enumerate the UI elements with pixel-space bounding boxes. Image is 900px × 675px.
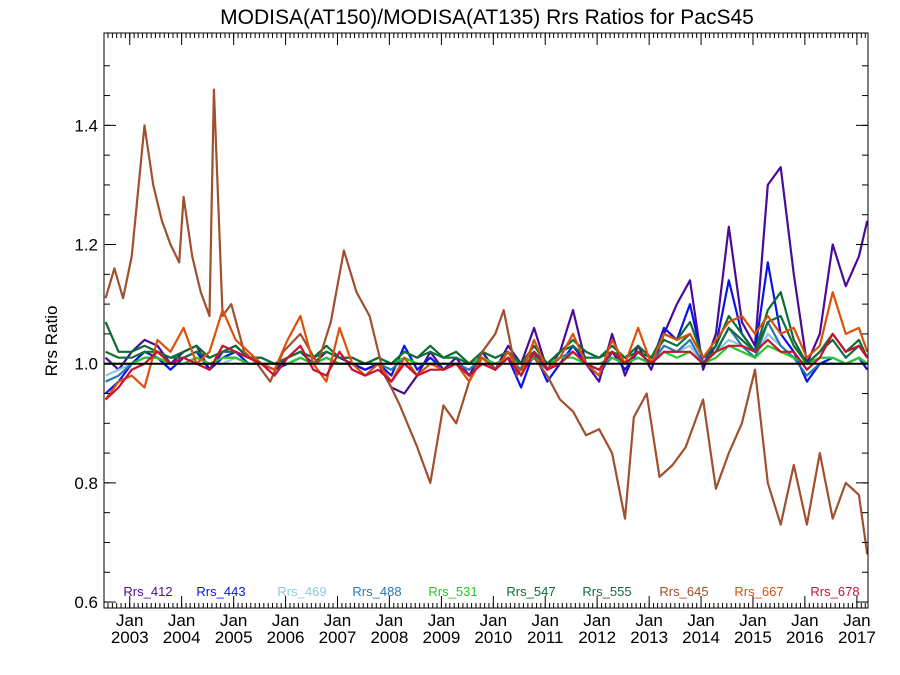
x-tick-label-month: Jan [532, 611, 559, 630]
legend-entry-rrs-547: Rrs_547 [506, 584, 555, 599]
x-tick-label-month: Jan [739, 611, 766, 630]
legend-entry-rrs-678: Rrs_678 [810, 584, 859, 599]
x-tick-label-year: 2006 [267, 628, 305, 647]
x-tick-label-month: Jan [376, 611, 403, 630]
legend-entry-rrs-645: Rrs_645 [659, 584, 708, 599]
series-line-rrs-645 [104, 88, 868, 555]
x-tick-label-year: 2009 [423, 628, 461, 647]
x-tick-label-year: 2012 [578, 628, 616, 647]
legend-entry-rrs-555: Rrs_555 [582, 584, 631, 599]
x-tick-label-month: Jan [687, 611, 714, 630]
series-line-rrs-531 [105, 344, 868, 365]
x-tick-label-year: 2004 [163, 628, 201, 647]
y-axis: 0.6 0.8 1.0 1.2 1.4 [74, 65, 868, 612]
y-tick-label: 1.2 [74, 236, 98, 255]
x-tick-label-year: 2016 [786, 628, 824, 647]
x-tick-label-month: Jan [843, 611, 870, 630]
plot-frame [103, 32, 869, 609]
x-tick-label-year: 2013 [630, 628, 668, 647]
y-axis-label: Rrs Ratio [42, 306, 61, 377]
y-tick-label: 0.6 [74, 593, 98, 612]
x-tick-label-year: 2008 [370, 628, 408, 647]
x-tick-label-month: Jan [583, 611, 610, 630]
x-tick-label-month: Jan [791, 611, 818, 630]
x-tick-label-year: 2014 [682, 628, 720, 647]
y-tick-label: 1.4 [74, 116, 98, 135]
legend: Rrs_412 Rrs_443 Rrs_469 Rrs_488 Rrs_531 Rrs_5… [123, 584, 859, 599]
legend-entry-rrs-667: Rrs_667 [734, 584, 783, 599]
x-tick-label-month: Jan [220, 611, 247, 630]
legend-entry-rrs-488: Rrs_488 [352, 584, 401, 599]
x-tick-label-month: Jan [116, 611, 143, 630]
y-tick-label: 1.0 [74, 355, 98, 374]
legend-entry-rrs-412: Rrs_412 [123, 584, 172, 599]
legend-entry-rrs-531: Rrs_531 [428, 584, 477, 599]
y-tick-label: 0.8 [74, 474, 98, 493]
x-tick-label-month: Jan [272, 611, 299, 630]
x-tick-label-year: 2010 [474, 628, 512, 647]
series-line-rrs-678 [104, 332, 868, 401]
x-tick-label-month: Jan [635, 611, 662, 630]
x-tick-label-month: Jan [324, 611, 351, 630]
legend-entry-rrs-469: Rrs_469 [277, 584, 326, 599]
legend-entry-rrs-443: Rrs_443 [196, 584, 245, 599]
x-tick-label-year: 2005 [215, 628, 253, 647]
x-tick-label-month: Jan [480, 611, 507, 630]
series-layer [104, 88, 868, 555]
chart-title: MODISA(AT150)/MODISA(AT135) Rrs Ratios f… [220, 6, 754, 29]
x-tick-label-year: 2003 [111, 628, 149, 647]
x-tick-label-year: 2011 [527, 628, 564, 647]
x-axis: Jan2003Jan2004Jan2005Jan2006Jan2007Jan20… [107, 33, 876, 647]
x-tick-label-year: 2007 [319, 628, 357, 647]
x-tick-label-month: Jan [428, 611, 455, 630]
x-tick-label-year: 2015 [734, 628, 772, 647]
x-tick-label-year: 2017 [838, 628, 876, 647]
x-tick-label-month: Jan [168, 611, 195, 630]
